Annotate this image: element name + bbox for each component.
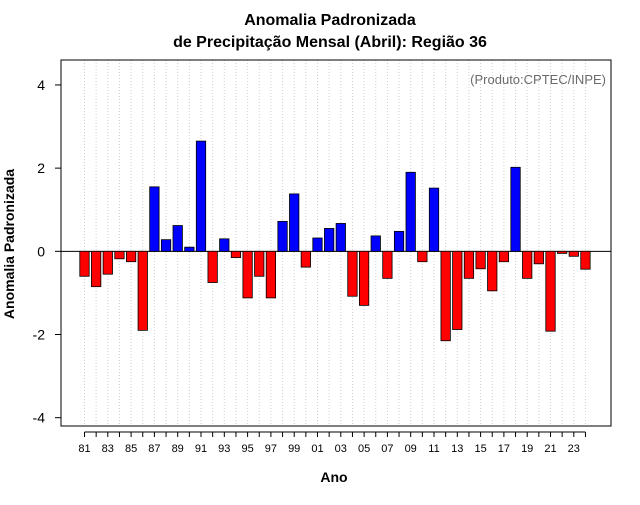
y-tick-label: 0: [37, 243, 45, 259]
x-axis-label: Ano: [320, 469, 347, 485]
bar-83: [102, 250, 113, 275]
bar-95: [242, 250, 253, 299]
x-tick-label: 81: [78, 443, 90, 455]
bar-06: [370, 235, 381, 252]
bar-22: [557, 250, 568, 254]
bar-12: [440, 250, 451, 342]
x-tick-label: 07: [381, 443, 393, 455]
x-tick-label: 15: [474, 443, 486, 455]
bar-02: [324, 228, 335, 252]
bar-03: [335, 223, 346, 252]
bar-05: [358, 250, 370, 306]
bar-08: [393, 230, 405, 252]
bar-98: [277, 220, 288, 252]
x-tick-label: 89: [172, 443, 184, 455]
bar-85: [126, 250, 137, 263]
x-tick-label: 83: [102, 443, 114, 455]
bar-23: [568, 250, 579, 257]
x-tick-label: 13: [451, 443, 463, 455]
x-tick-label: 95: [241, 443, 253, 455]
y-tick-label: -4: [33, 410, 46, 426]
bar-21: [545, 250, 556, 332]
x-tick-label: 23: [568, 443, 580, 455]
bar-15: [475, 250, 486, 270]
bar-09: [405, 171, 416, 252]
bar-88: [160, 239, 172, 252]
bar-99: [289, 193, 300, 252]
bar-10: [417, 250, 428, 263]
bar-87: [149, 186, 160, 252]
x-tick-label: 05: [358, 443, 370, 455]
bar-11: [428, 187, 440, 252]
grid: [84, 60, 586, 426]
x-tick-label: 93: [218, 443, 230, 455]
bar-86: [137, 250, 148, 331]
y-axis-label: Anomalia Padronizada: [1, 169, 17, 319]
x-tick-label: 19: [521, 443, 533, 455]
x-tick-label: 17: [498, 443, 510, 455]
bar-96: [254, 250, 265, 277]
x-tick-label: 03: [335, 443, 347, 455]
bar-90: [184, 246, 195, 252]
bar-19: [522, 250, 533, 279]
bar-01: [312, 237, 323, 252]
plot-frame: [60, 59, 612, 427]
bar-13: [452, 250, 463, 330]
bars: [79, 140, 591, 342]
x-tick-label: 01: [311, 443, 323, 455]
bar-14: [463, 250, 475, 279]
bar-84: [114, 250, 125, 260]
bar-18: [510, 166, 521, 252]
x-tick-label: 97: [265, 443, 277, 455]
y-axis: -4 -2 0 2 4: [33, 77, 61, 426]
bar-97: [265, 250, 277, 299]
bar-04: [347, 250, 358, 297]
bar-93: [219, 238, 230, 252]
x-tick-label: 21: [544, 443, 556, 455]
chart-title-line1: Anomalia Padronizada: [244, 12, 416, 29]
bar-07: [382, 250, 393, 279]
x-tick-label: 91: [195, 443, 207, 455]
x-tick-label: 11: [428, 443, 439, 455]
bar-20: [533, 250, 544, 265]
bar-94: [230, 250, 242, 258]
bar-00: [300, 250, 311, 268]
bar-81: [79, 250, 90, 277]
bar-92: [207, 250, 218, 283]
source-annotation: (Produto:CPTEC/INPE): [470, 72, 606, 87]
bar-89: [172, 225, 183, 252]
bar-16: [487, 250, 498, 292]
x-tick-label: 99: [288, 443, 300, 455]
x-tick-label: 85: [125, 443, 137, 455]
x-axis: 81 83 85 87 89 91 93 95 97 99 01 03 05 07 09 11 13 15 17 19…: [78, 431, 586, 455]
y-tick-label: -2: [33, 327, 46, 343]
x-tick-label: 87: [148, 443, 160, 455]
chart-title-line2: de Precipitação Mensal (Abril): Região 3…: [173, 34, 487, 51]
bar-82: [91, 250, 102, 288]
x-tick-label: 09: [405, 443, 417, 455]
y-tick-label: 4: [37, 77, 45, 93]
bar-91: [195, 140, 207, 252]
bar-17: [498, 250, 510, 263]
bar-24: [580, 250, 591, 270]
y-tick-label: 2: [37, 160, 45, 176]
